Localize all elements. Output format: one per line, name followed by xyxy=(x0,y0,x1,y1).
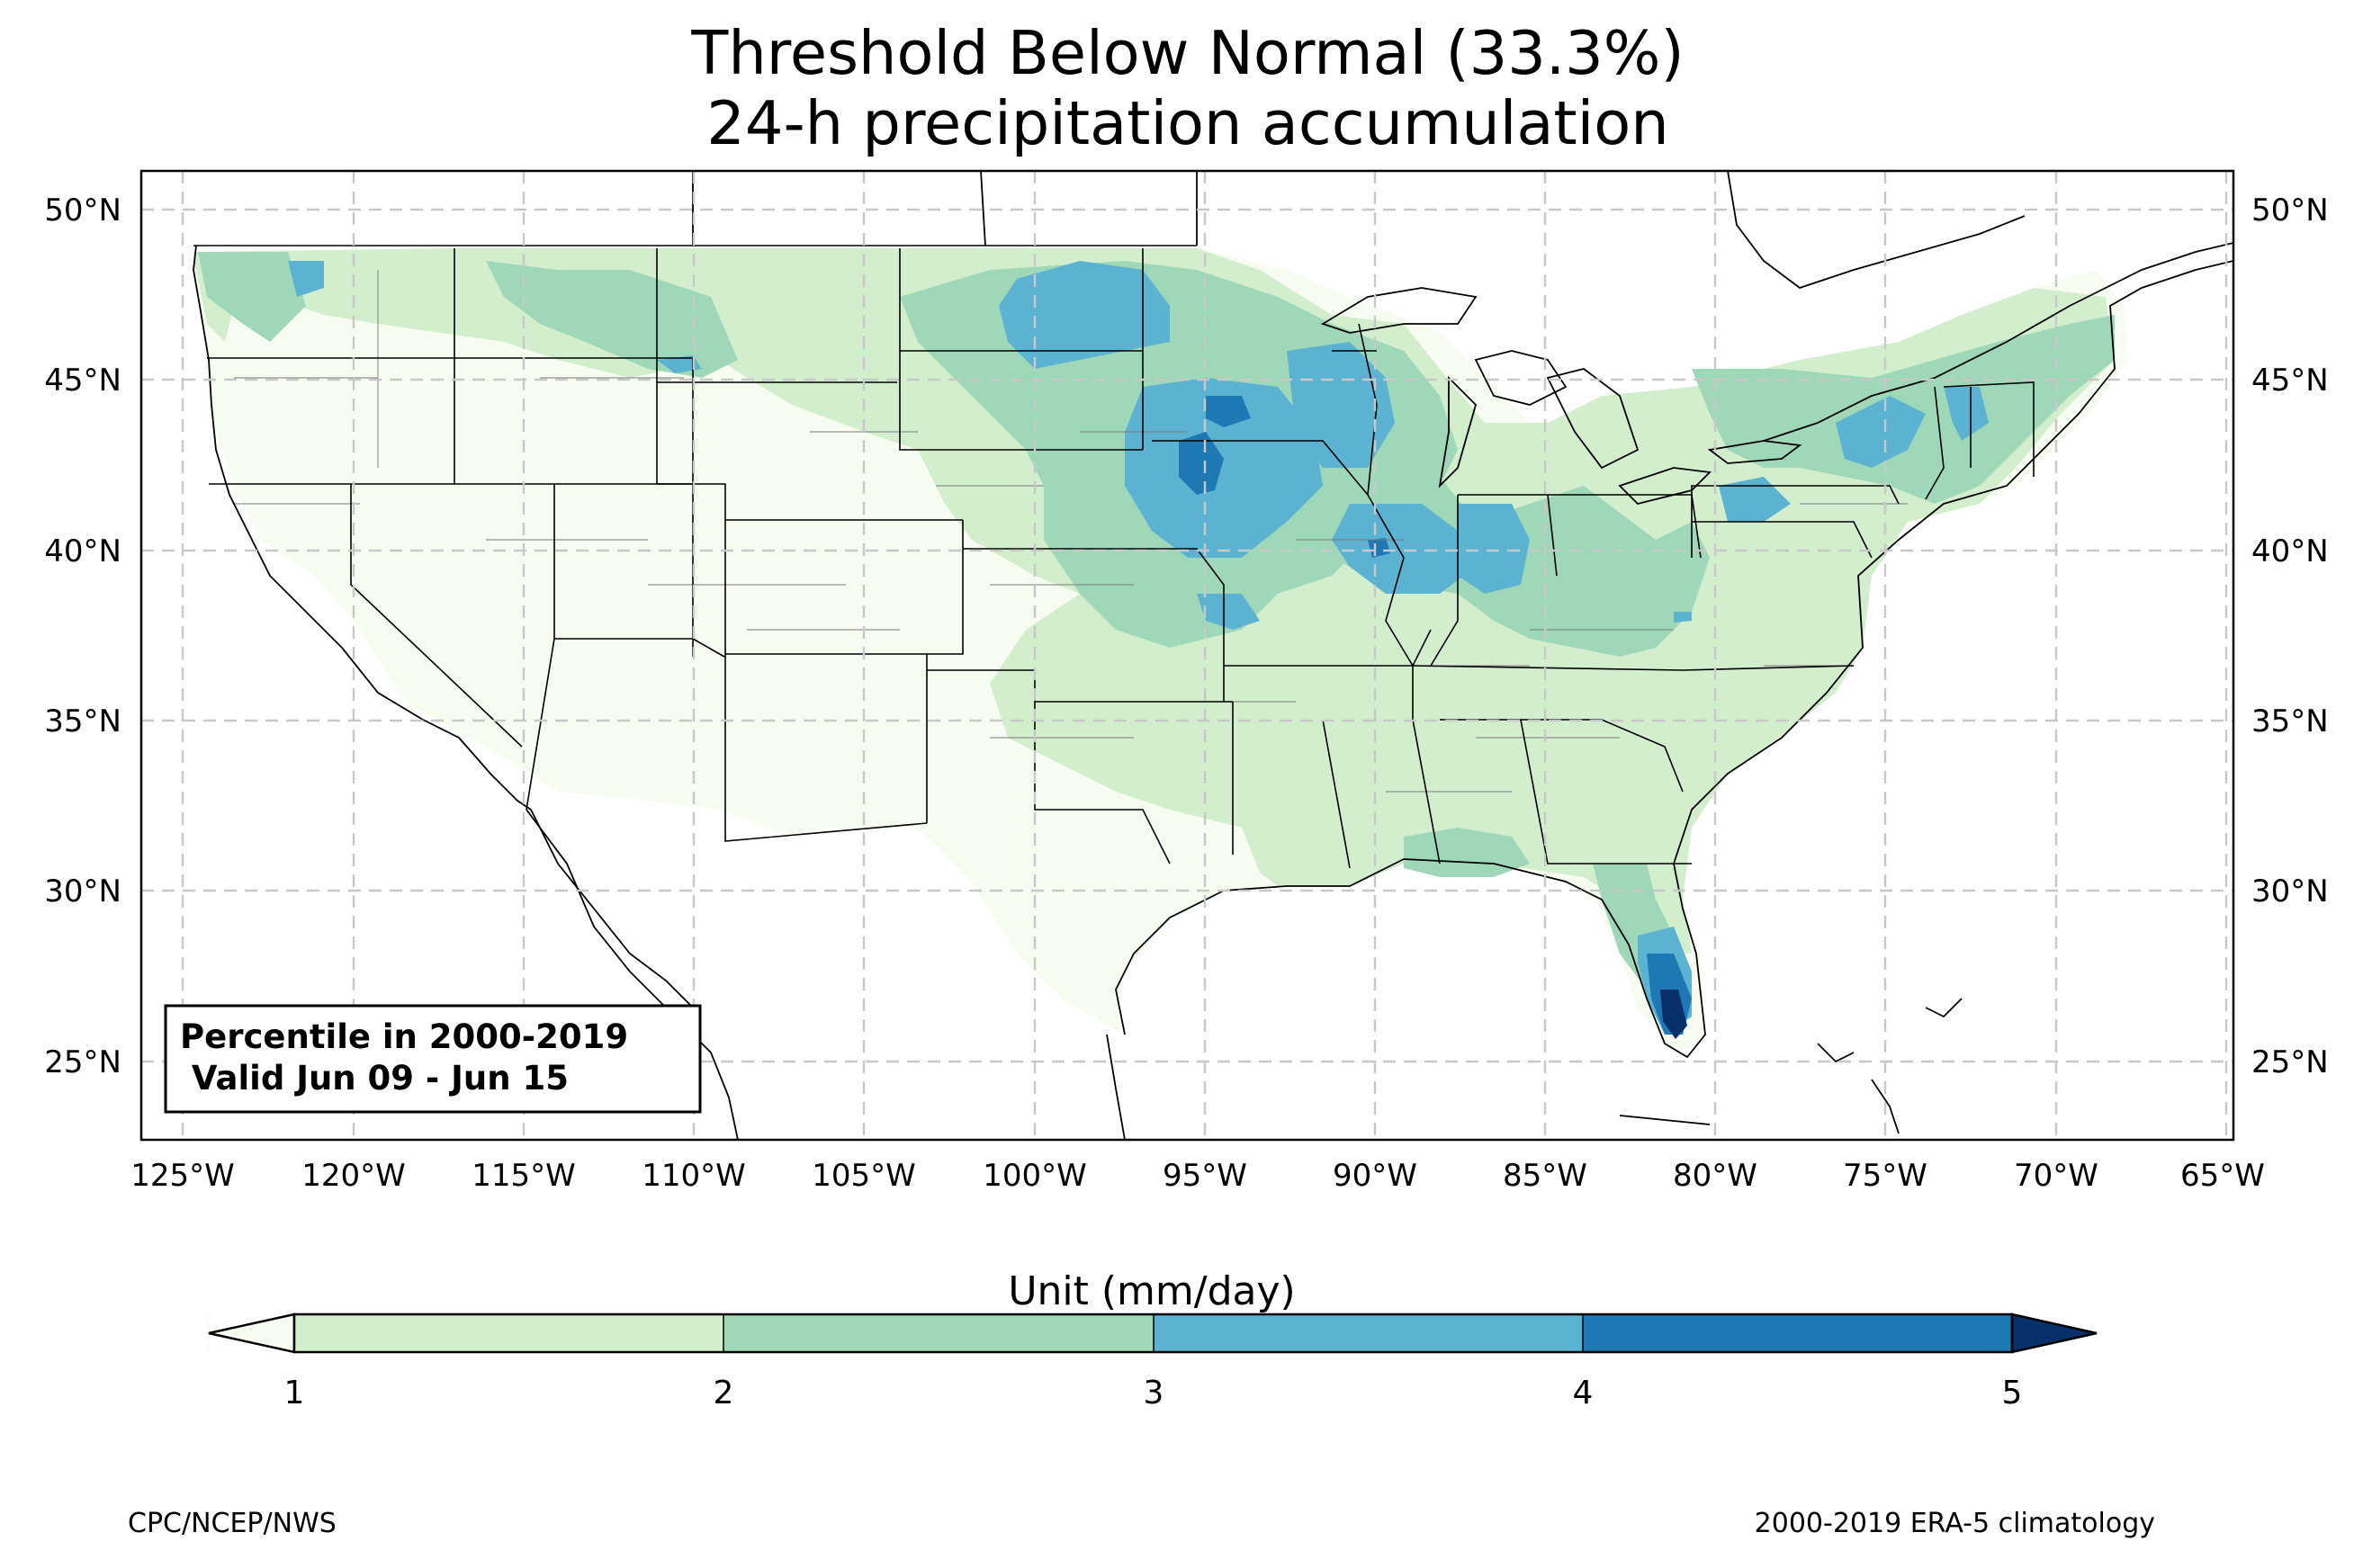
coastlines xyxy=(193,171,2233,1140)
lon-tick-label: 110°W xyxy=(642,1158,746,1194)
longitude-tick-labels: 125°W 120°W 115°W 110°W 105°W 100°W 95°W… xyxy=(130,1158,2265,1194)
footer-credit-right: 2000-2019 ERA-5 climatology xyxy=(1755,1508,2155,1539)
colorbar-segment-4-5 xyxy=(1583,1314,2012,1352)
lat-tick-label: 40°N xyxy=(44,533,121,569)
precip-over-5-areas xyxy=(1660,990,1687,1039)
colorbar-under-extension xyxy=(208,1313,296,1354)
lat-tick-label: 35°N xyxy=(2251,703,2329,739)
lon-tick-label: 120°W xyxy=(301,1158,406,1194)
lat-tick-label: 30°N xyxy=(44,874,121,909)
latitude-tick-labels-right: 50°N 45°N 40°N 35°N 30°N 25°N xyxy=(2251,193,2329,1080)
lat-tick-label: 30°N xyxy=(2251,874,2329,909)
lon-tick-label: 75°W xyxy=(1843,1158,1927,1194)
colorbar-tick-label: 4 xyxy=(1573,1375,1594,1411)
colorbar-under-triangle xyxy=(207,1314,209,1352)
info-box-frame xyxy=(164,1004,702,1114)
colorbar-segment-1-2 xyxy=(294,1314,723,1352)
lat-tick-label: 45°N xyxy=(2251,363,2329,399)
info-box: Percentile in 2000-2019 Valid Jun 09 - J… xyxy=(164,1004,702,1114)
lon-tick-label: 105°W xyxy=(812,1158,916,1194)
colorbar-over-extension xyxy=(2010,1313,2098,1354)
county-boundaries xyxy=(234,270,1908,793)
map-frame xyxy=(139,169,2235,1142)
lon-tick-label: 90°W xyxy=(1333,1158,1417,1194)
lat-tick-label: 45°N xyxy=(44,363,121,399)
lat-tick-label: 35°N xyxy=(44,703,121,739)
lon-tick-label: 115°W xyxy=(472,1158,576,1194)
colorbar-label: Unit (mm/day) xyxy=(1008,1268,1295,1314)
lat-tick-label: 50°N xyxy=(2251,193,2329,228)
colorbar-tick-label: 5 xyxy=(2002,1375,2023,1411)
colorbar-segment-3-4 xyxy=(1154,1314,1583,1352)
figure-title-line2: 24-h precipitation accumulation xyxy=(706,88,1669,158)
lon-tick-label: 65°W xyxy=(2180,1158,2265,1194)
lon-tick-label: 80°W xyxy=(1673,1158,1757,1194)
lat-tick-label: 40°N xyxy=(2251,533,2329,569)
colorbar-tick-label: 1 xyxy=(284,1375,305,1411)
precip-3-4-areas xyxy=(288,261,1989,1035)
colorbar: Unit (mm/day) 1 2 3 4 5 xyxy=(207,1268,2098,1411)
map-gridlines xyxy=(141,171,2233,1140)
lon-tick-label: 70°W xyxy=(2014,1158,2098,1194)
lon-tick-label: 85°W xyxy=(1503,1158,1587,1194)
lat-tick-label: 25°N xyxy=(44,1044,121,1080)
figure-title-line1: Threshold Below Normal (33.3%) xyxy=(690,18,1684,88)
colorbar-tick-label: 2 xyxy=(714,1375,734,1411)
colorbar-tick-label: 3 xyxy=(1144,1375,1164,1411)
colorbar-segment-2-3 xyxy=(723,1314,1154,1352)
lon-tick-label: 125°W xyxy=(130,1158,235,1194)
lat-tick-label: 50°N xyxy=(44,193,121,228)
lon-tick-label: 100°W xyxy=(983,1158,1087,1194)
info-box-line1: Percentile in 2000-2019 xyxy=(180,1017,628,1056)
latitude-tick-labels-left: 50°N 45°N 40°N 35°N 30°N 25°N xyxy=(44,193,121,1080)
footer-credit-left: CPC/NCEP/NWS xyxy=(128,1508,337,1539)
lon-tick-label: 95°W xyxy=(1163,1158,1247,1194)
info-box-line2: Valid Jun 09 - Jun 15 xyxy=(180,1059,569,1098)
state-boundaries xyxy=(193,245,2035,869)
lat-tick-label: 25°N xyxy=(2251,1044,2329,1080)
